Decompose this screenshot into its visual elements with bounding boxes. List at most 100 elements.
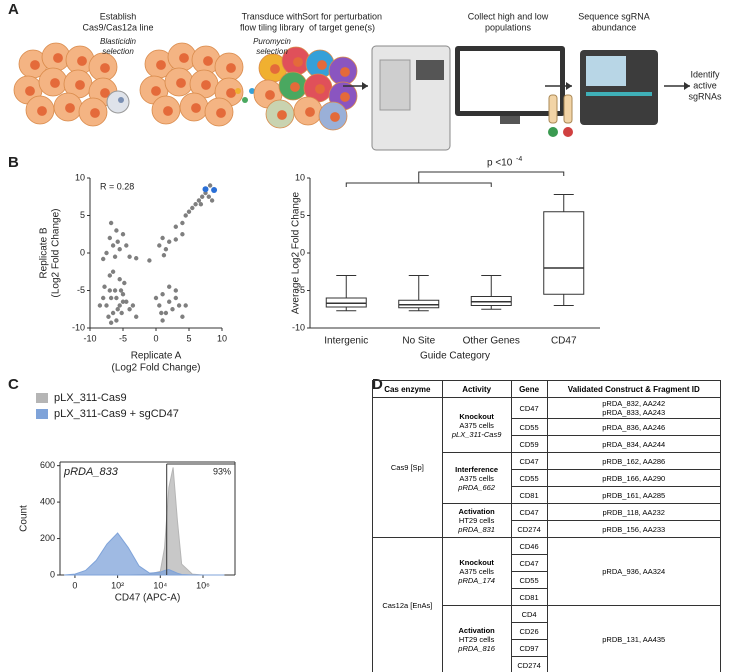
x-tick-label: -10 bbox=[83, 333, 96, 343]
point bbox=[110, 243, 116, 248]
legend-label: pLX_311-Cas9 + sgCD47 bbox=[54, 408, 179, 420]
gene: CD55 bbox=[519, 422, 539, 432]
legend-swatch bbox=[36, 393, 48, 403]
point bbox=[183, 213, 188, 218]
header-text: Activity bbox=[462, 384, 492, 394]
activity-cells: A375 cells bbox=[459, 473, 494, 483]
activity-name: Activation bbox=[458, 507, 495, 516]
point bbox=[209, 198, 215, 203]
step-note: selection bbox=[256, 47, 288, 56]
nucleus bbox=[265, 90, 275, 100]
point bbox=[163, 310, 169, 316]
construct-cell: pRDA_936, AA324 bbox=[546, 537, 722, 606]
x-tick-label: 10⁶ bbox=[196, 580, 210, 590]
point bbox=[176, 303, 182, 308]
point bbox=[119, 310, 124, 316]
y-axis-label: Count bbox=[19, 505, 30, 532]
step-title: sgRNAs bbox=[688, 91, 722, 101]
point bbox=[101, 256, 106, 262]
y-tick-label: 0 bbox=[50, 569, 55, 579]
gene-cell: CD274 bbox=[510, 520, 548, 538]
header-cell: Cas enzyme bbox=[372, 380, 443, 398]
gene-cell: CD55 bbox=[510, 418, 548, 436]
header-row: Cas enzyme Activity Gene Validated Construc… bbox=[372, 380, 722, 398]
point bbox=[193, 202, 198, 207]
activity-cells: HT29 cells bbox=[458, 635, 495, 644]
panel-label: A bbox=[8, 1, 19, 18]
nucleus bbox=[100, 88, 110, 98]
nucleus bbox=[151, 86, 161, 96]
x-tick-label: Intergenic bbox=[324, 336, 368, 347]
enzyme-cell: Cas12a [EnAs] bbox=[372, 537, 443, 672]
point bbox=[108, 220, 114, 226]
nucleus bbox=[277, 110, 287, 120]
x-tick-label: -5 bbox=[119, 333, 127, 343]
nucleus bbox=[65, 103, 75, 113]
step-title: Establish bbox=[100, 11, 137, 21]
activity-cell: Knockout A375 cells pLX_311-Cas9 bbox=[441, 397, 512, 453]
point bbox=[107, 288, 113, 293]
point bbox=[108, 320, 114, 325]
activity-name: Knockout bbox=[459, 411, 494, 421]
nucleus bbox=[270, 64, 280, 74]
step-title: of target gene(s) bbox=[309, 22, 375, 32]
construct: pRDA_936, AA324 bbox=[602, 567, 666, 576]
x-tick-label: 10 bbox=[217, 333, 227, 343]
activity-cell: Interference A375 cells pRDA_662 bbox=[441, 452, 512, 504]
y-tick-label: 0 bbox=[300, 247, 305, 257]
construct-cell: pRDB_166, AA290 bbox=[546, 469, 722, 487]
gene: CD46 bbox=[519, 541, 539, 551]
gene: CD47 bbox=[519, 456, 539, 466]
construct: pRDB_166, AA290 bbox=[602, 473, 666, 483]
gene: CD59 bbox=[519, 439, 539, 449]
gene-cell: CD26 bbox=[510, 622, 548, 640]
point bbox=[101, 295, 106, 301]
significance-bracket bbox=[345, 171, 565, 187]
point bbox=[167, 239, 172, 244]
significance-label: p <10 bbox=[487, 158, 513, 169]
legend-label: pLX_311-Cas9 bbox=[54, 392, 127, 404]
sample-label: pRDA_833 bbox=[63, 466, 119, 478]
construct: pRDB_162, AA286 bbox=[602, 456, 666, 466]
point bbox=[120, 232, 126, 237]
y-tick-label: -10 bbox=[72, 322, 85, 332]
step-title: Identify bbox=[690, 69, 720, 79]
nucleus bbox=[53, 53, 63, 63]
x-tick-label: 0 bbox=[153, 333, 158, 343]
arrow-head bbox=[362, 82, 368, 90]
activity-cell: Activation HT29 cells pRDA_831 bbox=[441, 503, 512, 538]
x-tick-label: 0 bbox=[72, 580, 77, 590]
step-title: Transduce with bbox=[242, 11, 303, 21]
construct-cell: pRDA_836, AA246 bbox=[546, 418, 722, 436]
x-axis-label: CD47 (APC-A) bbox=[115, 593, 181, 604]
construct: pRDA_836, AA246 bbox=[602, 422, 666, 432]
point bbox=[207, 183, 213, 188]
point bbox=[124, 299, 129, 304]
construct-cell: pRDB_118, AA232 bbox=[546, 503, 722, 521]
point bbox=[157, 303, 162, 308]
point bbox=[180, 232, 185, 237]
point bbox=[112, 254, 118, 259]
point bbox=[196, 198, 202, 203]
table-row: CD55 pRDB_166, AA290 bbox=[373, 469, 722, 487]
gene: CD55 bbox=[519, 575, 539, 585]
point bbox=[173, 237, 178, 242]
gene-cell: CD81 bbox=[510, 486, 548, 504]
point bbox=[107, 273, 113, 278]
nucleus bbox=[75, 80, 85, 90]
nucleus bbox=[37, 106, 47, 116]
point bbox=[180, 220, 185, 226]
point bbox=[160, 235, 165, 241]
y-tick-label: 200 bbox=[40, 533, 55, 543]
nucleus bbox=[226, 63, 236, 73]
point bbox=[117, 247, 122, 252]
nucleus bbox=[100, 63, 110, 73]
construct: pRDA_833, AA243 bbox=[602, 408, 666, 417]
point bbox=[114, 228, 119, 233]
activity-vector: pRDA_816 bbox=[458, 644, 495, 653]
point bbox=[202, 186, 209, 193]
table: Cas enzyme Activity Gene Validated Construc… bbox=[372, 380, 722, 672]
gene: CD47 bbox=[519, 507, 539, 517]
tube-sign bbox=[563, 127, 573, 137]
gene-cell: CD4 bbox=[510, 605, 548, 623]
